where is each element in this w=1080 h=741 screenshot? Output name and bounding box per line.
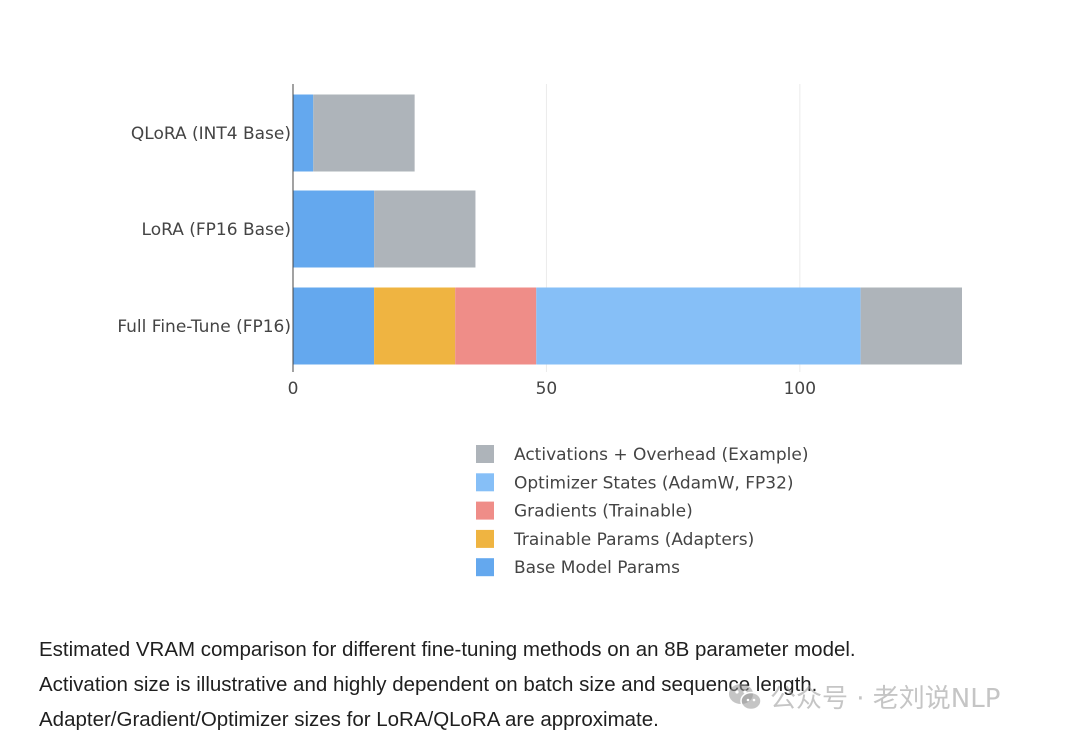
watermark: 公众号 · 老刘说NLP [728, 678, 1000, 715]
watermark-text: 公众号 · 老刘说NLP [770, 684, 1001, 714]
bar-segment [536, 287, 861, 365]
y-category-label: QLoRA (INT4 Base) [131, 124, 291, 144]
bar-segment [313, 94, 415, 172]
figure-caption: Estimated VRAM comparison for different … [39, 632, 856, 737]
x-tick-label: 100 [784, 379, 816, 399]
legend-swatch [476, 473, 494, 492]
legend: Activations + Overhead (Example) Optimize… [476, 445, 808, 578]
caption-line-2: Activation size is illustrative and high… [39, 673, 818, 696]
stacked-bar-chart: 0 50 100 Full Fine-Tune (FP16) LoRA (FP16 Ba… [117, 84, 962, 578]
axes: 0 50 100 Full Fine-Tune (FP16) LoRA (FP16 Ba… [117, 84, 816, 399]
legend-label: Activations + Overhead (Example) [514, 445, 808, 465]
y-category-label: LoRA (FP16 Base) [142, 220, 291, 240]
bars [293, 94, 962, 365]
bar-segment [860, 287, 962, 365]
legend-swatch [476, 445, 494, 463]
x-tick-label: 0 [288, 379, 299, 399]
legend-label: Gradients (Trainable) [514, 502, 693, 522]
y-category-label: Full Fine-Tune (FP16) [117, 317, 291, 337]
bar-segment [455, 287, 537, 365]
legend-swatch [476, 558, 494, 577]
bar-segment [293, 94, 314, 172]
bar-segment [374, 190, 476, 268]
bar-segment [293, 287, 375, 365]
wechat-icon [729, 683, 762, 710]
caption-line-3: Adapter/Gradient/Optimizer sizes for LoR… [39, 708, 659, 731]
legend-label: Base Model Params [514, 558, 680, 578]
legend-swatch [476, 529, 494, 548]
legend-label: Optimizer States (AdamW, FP32) [514, 473, 794, 493]
bar-segment [374, 287, 456, 365]
bar-segment [293, 190, 375, 268]
legend-label: Trainable Params (Adapters) [513, 530, 754, 550]
legend-swatch [476, 501, 494, 520]
caption-line-1: Estimated VRAM comparison for different … [39, 638, 856, 661]
x-tick-label: 50 [536, 379, 558, 399]
